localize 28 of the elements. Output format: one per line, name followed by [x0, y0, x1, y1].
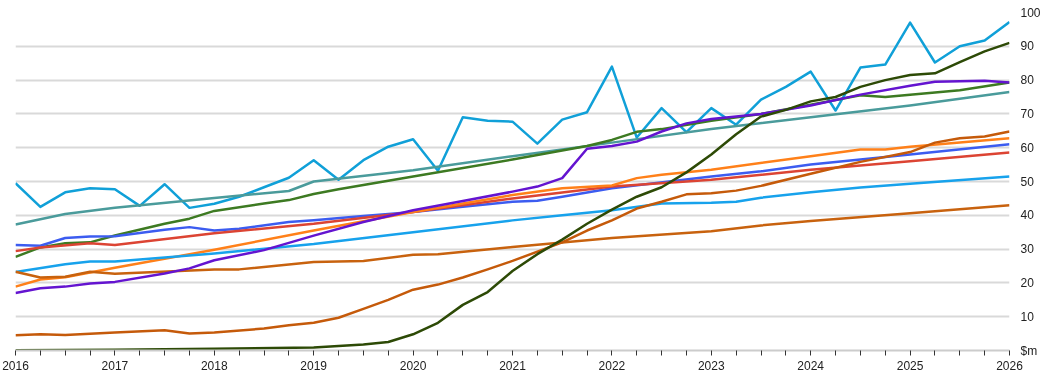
- line-series: [15, 41, 1010, 351]
- line-series: [15, 20, 1010, 210]
- line-series: [15, 130, 1010, 337]
- line-series: [15, 79, 1010, 295]
- x-tick-label: 2021: [499, 358, 527, 372]
- y-tick-label: 50: [1020, 174, 1035, 189]
- y-tick-label: 10: [1020, 309, 1035, 324]
- x-tick-label: 2019: [300, 358, 328, 372]
- y-tick-label: 70: [1020, 106, 1035, 121]
- y-tick-label: 100: [1020, 5, 1041, 20]
- x-tick-label: 2026: [996, 358, 1024, 372]
- y-tick-label: 80: [1020, 73, 1035, 88]
- y-tick-label: $m: [1020, 343, 1038, 358]
- x-tick-label: 2024: [797, 358, 825, 372]
- y-tick-label: 40: [1020, 208, 1035, 223]
- x-tick-label: 2020: [399, 358, 427, 372]
- line-series: [15, 175, 1010, 274]
- x-tick-label: 2023: [697, 358, 725, 372]
- x-tick-label: 2025: [896, 358, 924, 372]
- y-tick-label: 20: [1020, 275, 1035, 290]
- x-tick-label: 2018: [200, 358, 228, 372]
- x-tick-label: 2016: [2, 358, 30, 372]
- x-tick-label: 2017: [101, 358, 129, 372]
- y-tick-label: 90: [1020, 39, 1035, 54]
- line-series: [15, 90, 1010, 226]
- x-tick-label: 2022: [598, 358, 626, 372]
- y-tick-label: 60: [1020, 140, 1035, 155]
- y-tick-label: 30: [1020, 242, 1035, 257]
